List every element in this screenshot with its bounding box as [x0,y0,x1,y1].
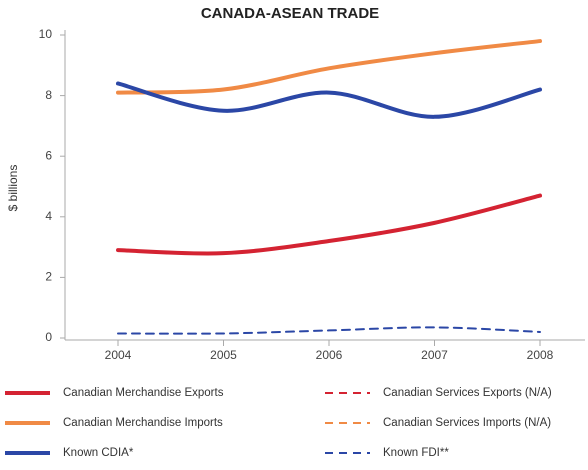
chart-title: CANADA-ASEAN TRADE [201,5,379,22]
x-tick-label: 2008 [527,348,554,362]
series-line [117,326,541,335]
x-tick-label: 2006 [316,348,343,362]
legend-label: Canadian Services Exports (N/A) [383,387,552,399]
y-axis-label: $ billions [6,165,20,212]
y-tick-label: 10 [39,27,53,41]
series-line [116,39,542,95]
y-tick-label: 4 [45,209,52,223]
x-tick-label: 2005 [210,348,237,362]
x-tick-label: 2007 [421,348,448,362]
y-tick-label: 2 [45,270,52,284]
legend-label: Canadian Services Imports (N/A) [383,417,551,429]
legend-label: Canadian Merchandise Exports [63,387,224,399]
legend-label: Canadian Merchandise Imports [63,417,223,429]
x-tick-label: 2004 [105,348,132,362]
legend-label: Known CDIA* [63,447,134,459]
series-line [116,193,542,256]
y-tick-label: 0 [45,330,52,344]
legend-label: Known FDI** [383,447,449,459]
y-tick-label: 8 [45,88,52,102]
y-tick-label: 6 [45,148,52,162]
series-line [116,81,542,119]
